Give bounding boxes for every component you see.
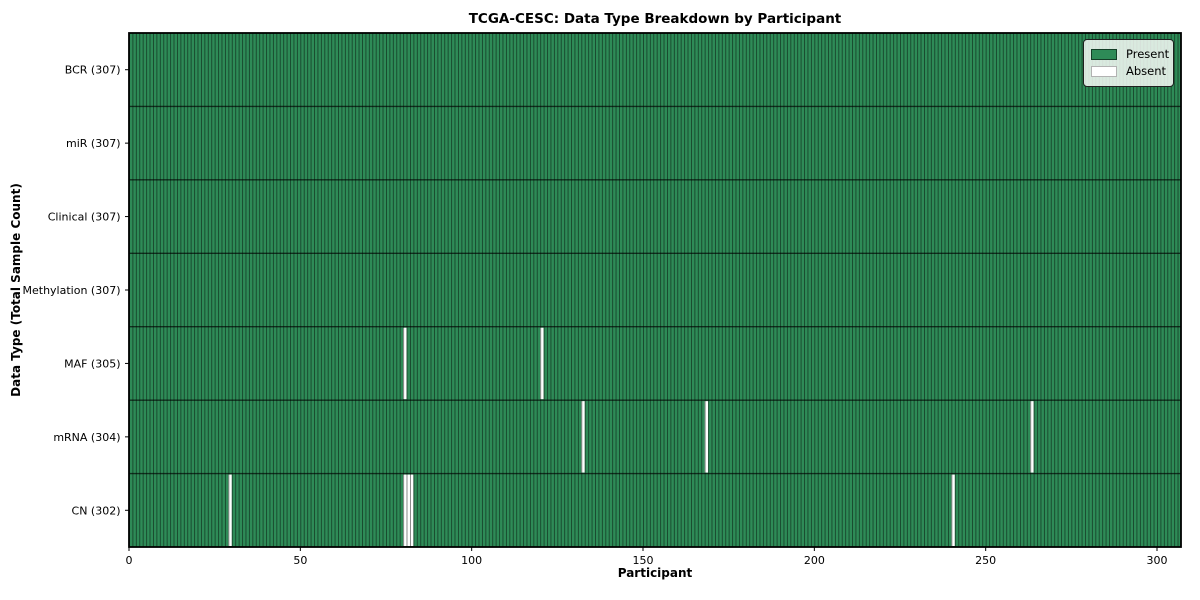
x-tick-label: 100 (461, 554, 482, 567)
legend-item-absent: Absent (1091, 63, 1166, 80)
x-tick-label: 150 (633, 554, 654, 567)
x-tick-label: 50 (293, 554, 307, 567)
present-swatch-icon (1091, 49, 1117, 60)
heatmap-svg: BCR (307) miR (307) Clinical (307) Methylat… (23, 32, 1182, 567)
y-tick-label: MAF (305) (64, 357, 120, 370)
y-tick-label: BCR (307) (65, 64, 121, 77)
y-tick-label: miR (307) (66, 137, 121, 150)
x-tick-label: 250 (975, 554, 996, 567)
x-tick-label: 200 (804, 554, 825, 567)
legend-item-present: Present (1091, 46, 1170, 63)
chart-title: TCGA-CESC: Data Type Breakdown by Partic… (468, 11, 842, 27)
absent-swatch-icon (1091, 66, 1117, 77)
x-tick-label: 0 (126, 554, 133, 567)
legend-label-present: Present (1126, 46, 1170, 61)
legend: Present Absent (1083, 39, 1174, 87)
x-tick-label: 300 (1147, 554, 1168, 567)
y-tick-label: Clinical (307) (48, 211, 121, 224)
legend-label-absent: Absent (1126, 63, 1167, 78)
y-tick-label: mRNA (304) (53, 431, 120, 444)
y-tick-label: Methylation (307) (23, 284, 121, 297)
y-tick-label: CN (302) (72, 504, 121, 517)
x-axis-label: Participant (617, 566, 693, 580)
y-axis-label: Data Type (Total Sample Count) (9, 183, 23, 397)
heatmap-plot-area: BCR (307) miR (307) Clinical (307) Methylat… (23, 32, 1182, 567)
cell-edges-overlay (129, 33, 1181, 547)
